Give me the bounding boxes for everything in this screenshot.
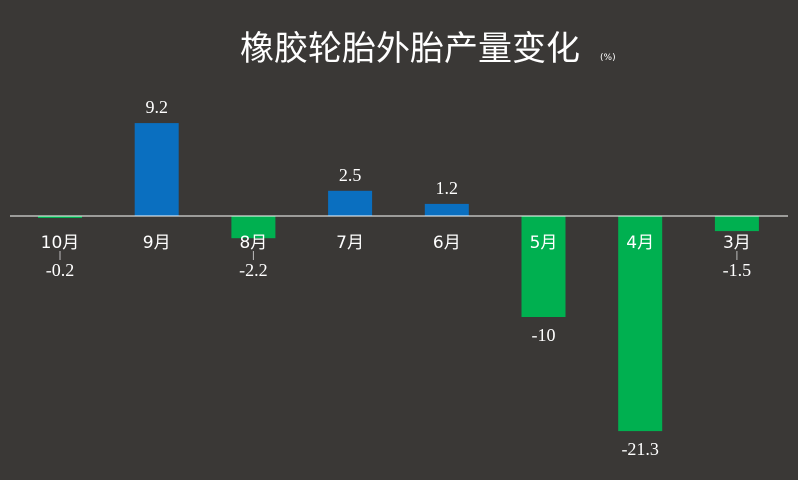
value-label: -2.2 xyxy=(239,260,268,280)
bar-2 xyxy=(134,123,179,216)
value-label: 1.2 xyxy=(436,178,459,198)
category-label: 10月 xyxy=(41,233,80,253)
bars-layer xyxy=(38,123,759,432)
bar-1 xyxy=(38,216,82,218)
bar-4 xyxy=(328,190,373,217)
chart-unit: (%) xyxy=(600,53,616,63)
category-label: 9月 xyxy=(143,233,171,253)
value-label: -0.2 xyxy=(46,260,75,280)
bar-6 xyxy=(521,216,566,317)
labels-layer: 10月 -0.2 9月 9.2 8月 -2.2 7月 2.5 6月 1.2 5月 -10 4月 -21.3… xyxy=(41,97,751,459)
bar-3 xyxy=(231,216,276,239)
category-label: 3月 xyxy=(723,233,751,253)
bar-8 xyxy=(714,216,759,232)
category-label: 4月 xyxy=(626,233,654,253)
value-label: -21.3 xyxy=(621,439,659,459)
category-label: 7月 xyxy=(336,233,364,253)
value-label: 2.5 xyxy=(339,165,362,185)
value-label: -1.5 xyxy=(723,260,752,280)
chart-title: 橡胶轮胎外胎产量变化 xyxy=(240,29,580,69)
category-label: 6月 xyxy=(433,233,461,253)
value-label: -10 xyxy=(532,325,556,345)
value-label: 9.2 xyxy=(145,97,168,117)
category-label: 8月 xyxy=(239,233,267,253)
bar-5 xyxy=(424,203,469,216)
category-label: 5月 xyxy=(530,233,558,253)
bar-7 xyxy=(618,216,663,432)
